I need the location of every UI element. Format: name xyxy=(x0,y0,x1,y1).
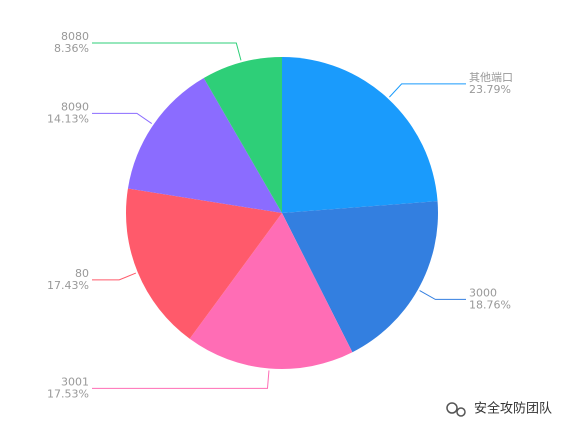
leader-line xyxy=(419,290,466,300)
leader-line xyxy=(92,370,270,389)
slice-label: 80 xyxy=(75,267,89,280)
slice-value: 14.13% xyxy=(47,112,89,125)
leader-line xyxy=(389,83,466,98)
leader-line xyxy=(92,42,242,61)
leader-line xyxy=(92,272,137,281)
slice-label: 8090 xyxy=(61,100,89,113)
slice-label: 8080 xyxy=(61,30,89,43)
slice-value: 17.53% xyxy=(47,387,89,400)
pie-slice xyxy=(127,78,283,213)
pie-slice xyxy=(189,213,353,369)
leader-line xyxy=(92,112,153,124)
slice-label: 其他端口 xyxy=(469,71,513,84)
slice-value: 18.76% xyxy=(469,298,511,311)
pie-slice xyxy=(203,57,282,213)
slice-label: 3001 xyxy=(61,375,89,388)
pie-slice xyxy=(282,201,438,353)
slice-value: 8.36% xyxy=(54,42,89,55)
pie-slice xyxy=(126,188,283,339)
slice-value: 23.79% xyxy=(469,83,511,96)
watermark-icon xyxy=(446,402,466,417)
slice-value: 17.43% xyxy=(47,279,89,292)
pie-slice xyxy=(282,57,438,213)
slice-label: 3000 xyxy=(469,286,497,299)
watermark: 安全攻防团队 xyxy=(474,401,552,417)
